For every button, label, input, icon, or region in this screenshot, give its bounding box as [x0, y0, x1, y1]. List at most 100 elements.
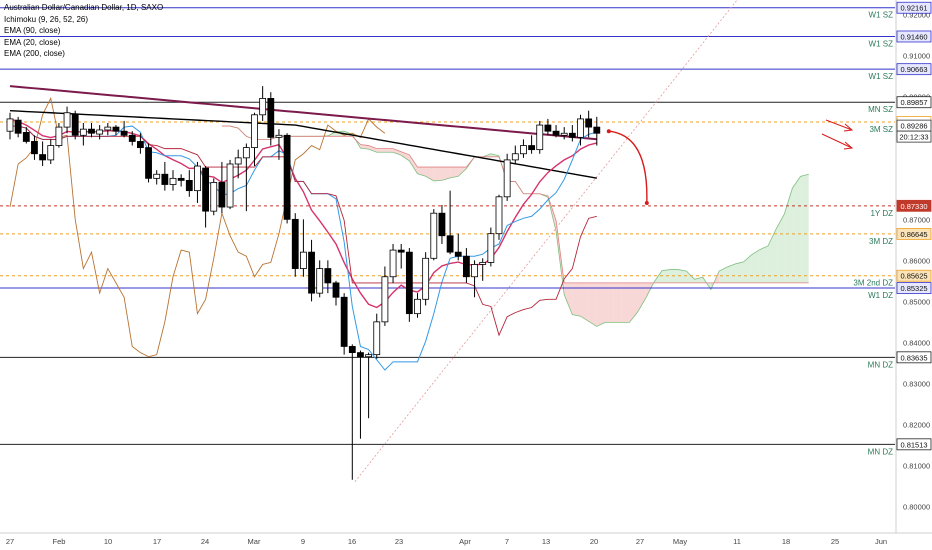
candle-body — [438, 212, 446, 237]
price-box — [896, 130, 932, 143]
price-box-label: 0.91460 — [900, 32, 927, 41]
time-axis — [0, 533, 932, 550]
annotation-arrow-head — [843, 141, 854, 150]
price-box-label: 0.83635 — [900, 353, 927, 362]
candle-body — [145, 147, 152, 179]
candle-body — [6, 118, 14, 132]
price-box-label: 0.89857 — [900, 98, 927, 107]
candle-body — [511, 153, 519, 161]
time-tick-label: Apr — [459, 537, 471, 546]
candle-body — [552, 130, 560, 136]
time-tick-label: 16 — [348, 537, 356, 546]
ema200-line — [9, 85, 597, 141]
kumo-cloud-segment — [694, 277, 703, 283]
time-tick-label: Mar — [248, 537, 261, 546]
price-tick-label: 0.80000 — [903, 502, 930, 511]
candle-body — [234, 157, 242, 165]
candle-body — [55, 126, 63, 146]
candle-body — [373, 321, 381, 356]
ema20-line — [9, 118, 597, 309]
price-tick-label: 0.82000 — [903, 420, 930, 429]
candle-body — [324, 268, 332, 284]
price-tick-label: 0.83000 — [903, 379, 930, 388]
kumo-cloud-segment — [384, 148, 394, 153]
candle-body — [503, 159, 511, 198]
candle-body — [495, 196, 503, 235]
kumo-cloud-segment — [776, 214, 785, 283]
candle-body — [454, 251, 462, 257]
kumo-cloud-segment — [637, 282, 646, 313]
annotation-arrow — [825, 119, 853, 131]
candle-body — [210, 182, 218, 212]
legend-item-ema90[interactable]: EMA (90, close) — [4, 26, 61, 35]
annotation-arrow-head — [843, 123, 854, 132]
level-label: W1 SZ — [869, 39, 894, 48]
legend-item-ema200[interactable]: EMA (200, close) — [4, 49, 65, 58]
time-tick-label: 27 — [6, 537, 14, 546]
candle-body — [520, 145, 527, 155]
candle-body — [405, 251, 413, 315]
time-tick-label: 18 — [782, 537, 790, 546]
candle-body — [112, 126, 120, 132]
price-tick-label: 0.86000 — [903, 256, 930, 265]
candle-body — [528, 145, 535, 151]
level-label: MN DZ — [868, 360, 893, 369]
price-box-label: 0.89286 — [900, 122, 927, 131]
candle-body — [471, 264, 478, 278]
price-box-label: 20:12:33 — [899, 133, 928, 142]
candle-body — [560, 132, 568, 136]
time-tick-label: Feb — [53, 537, 66, 546]
level-label: MN DZ — [868, 447, 893, 456]
candle-body — [128, 134, 136, 142]
kumo-cloud-segment — [376, 148, 385, 153]
candle-body — [79, 128, 87, 136]
kumo-cloud-segment — [580, 282, 589, 322]
candle-body — [275, 134, 283, 138]
price-tick-label: 0.85000 — [903, 297, 930, 306]
time-tick-label: 9 — [301, 537, 305, 546]
kumo-cloud-segment — [596, 282, 605, 327]
candle-body — [120, 130, 128, 136]
level-label: MN SZ — [868, 105, 893, 114]
candle-body — [136, 141, 144, 148]
candle-body — [31, 141, 38, 155]
forecast-arrow — [608, 130, 648, 203]
kijun-line — [10, 125, 597, 337]
kumo-cloud-segment — [564, 282, 573, 315]
price-axis — [896, 0, 932, 533]
candle-body — [365, 354, 373, 358]
kumo-cloud-segment — [792, 176, 801, 283]
candle-body — [568, 132, 576, 138]
candle-body — [63, 112, 71, 128]
price-tick-label: 0.87000 — [903, 215, 930, 224]
price-box — [896, 96, 932, 109]
candle-body — [544, 124, 552, 132]
price-box-label: 0.86645 — [900, 230, 927, 239]
candle-body — [389, 249, 397, 278]
price-box — [896, 351, 932, 364]
legend: Australian Dollar/Canadian Dollar, 1D, S… — [4, 2, 163, 60]
level-label: 3M DZ — [869, 237, 893, 246]
time-tick-label: 13 — [542, 537, 550, 546]
candle-body — [291, 218, 299, 269]
candle-body — [479, 261, 487, 265]
kumo-cloud-segment — [368, 145, 377, 153]
kumo-cloud-segment — [433, 167, 442, 181]
candle-body — [194, 165, 201, 192]
kumo-cloud-segment — [751, 249, 760, 283]
candle-body — [226, 163, 234, 208]
kumo-cloud-segment — [670, 269, 679, 283]
legend-item-ichimoku[interactable]: Ichimoku (9, 26, 52, 26) — [4, 14, 89, 24]
kumo-cloud-segment — [743, 254, 752, 283]
price-box — [896, 269, 932, 282]
candle-body — [308, 251, 315, 294]
level-label: W1 SZ — [869, 72, 894, 81]
kumo-cloud-segment — [588, 282, 597, 327]
chart-title: Australian Dollar/Canadian Dollar, 1D, S… — [4, 3, 164, 12]
time-tick-label: May — [673, 537, 687, 546]
candle-body — [397, 249, 405, 253]
candle-body — [357, 352, 364, 358]
candle-body — [316, 268, 324, 294]
candle-body — [22, 132, 30, 142]
legend-item-ema20[interactable]: EMA (20, close) — [4, 37, 61, 47]
